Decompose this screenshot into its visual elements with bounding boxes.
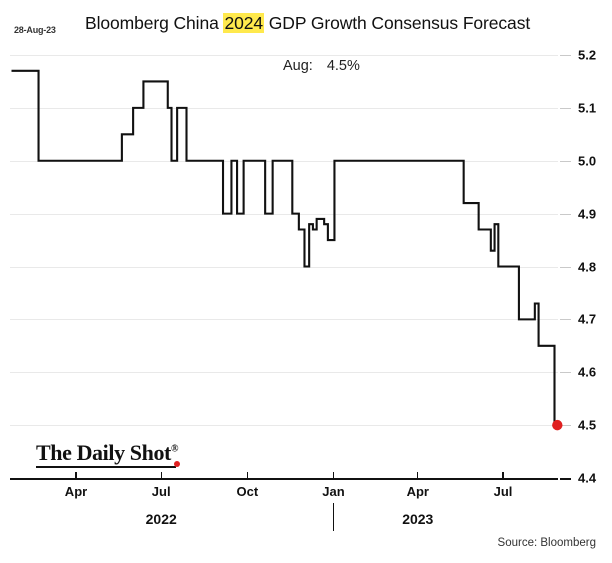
gridline xyxy=(10,425,558,427)
gridline xyxy=(10,55,558,56)
source-label: Source: Bloomberg xyxy=(497,537,596,549)
brand-dot-icon xyxy=(174,461,180,467)
y-tick-label: 4.7 xyxy=(578,311,597,327)
year-separator xyxy=(332,503,335,531)
page-title: Bloomberg China 2024 GDP Growth Consensu… xyxy=(85,13,530,34)
brand-name: The Daily Shot xyxy=(36,440,171,465)
date-stamp: 28-Aug-23 xyxy=(14,25,56,35)
title-text-part1: Bloomberg China xyxy=(85,13,224,33)
gridline xyxy=(10,266,558,268)
x-tick-label: Jul xyxy=(151,484,171,499)
y-tick-label: 4.6 xyxy=(578,364,597,380)
y-tick-mark xyxy=(560,55,571,56)
x-tick-label: Apr xyxy=(406,484,429,499)
y-tick-label: 5.2 xyxy=(578,47,597,63)
x-axis-year-label: 2022 xyxy=(145,511,177,527)
x-tick-mark xyxy=(160,472,162,479)
last-point-marker xyxy=(552,419,563,431)
gridline xyxy=(10,213,558,215)
x-tick-mark xyxy=(246,472,249,479)
x-tick-label: Jul xyxy=(493,484,513,499)
y-tick-label: 4.4 xyxy=(578,470,597,486)
y-tick-mark xyxy=(560,266,571,268)
y-tick-label: 4.8 xyxy=(578,259,597,274)
x-tick-label: Apr xyxy=(64,484,88,499)
gridline xyxy=(10,372,558,374)
annotation-value: 4.5% xyxy=(326,58,360,74)
y-tick-label: 5.1 xyxy=(578,100,597,116)
brand-underline xyxy=(36,466,176,468)
x-tick-mark xyxy=(502,472,504,479)
y-tick-mark xyxy=(560,107,571,109)
y-tick-mark xyxy=(560,319,571,321)
x-axis-year-label: 2023 xyxy=(402,511,434,527)
gridline xyxy=(10,107,558,109)
x-tick-mark xyxy=(417,472,419,479)
y-tick-label: 5.0 xyxy=(578,153,597,169)
title-highlight-year: 2024 xyxy=(223,13,265,33)
series-path xyxy=(11,69,558,427)
y-tick-mark xyxy=(560,372,571,374)
y-tick-mark xyxy=(560,425,571,427)
latest-value-annotation: Aug: 4.5% xyxy=(283,58,360,74)
x-tick-mark xyxy=(75,472,77,479)
y-tick-label: 4.9 xyxy=(578,206,597,222)
x-axis-line xyxy=(10,478,558,480)
annotation-label: Aug: xyxy=(283,58,313,74)
x-tick-mark xyxy=(332,472,335,479)
y-tick-mark xyxy=(560,478,571,480)
x-tick-label: Oct xyxy=(236,484,259,499)
daily-shot-logo: The Daily Shot® xyxy=(36,440,178,466)
y-tick-mark xyxy=(560,160,571,162)
gridline xyxy=(10,319,558,321)
registered-mark-icon: ® xyxy=(170,443,179,455)
x-tick-label: Jan xyxy=(322,484,345,499)
y-tick-mark xyxy=(560,213,571,215)
title-text-part2: GDP Growth Consensus Forecast xyxy=(264,13,531,33)
y-tick-label: 4.5 xyxy=(578,417,597,433)
